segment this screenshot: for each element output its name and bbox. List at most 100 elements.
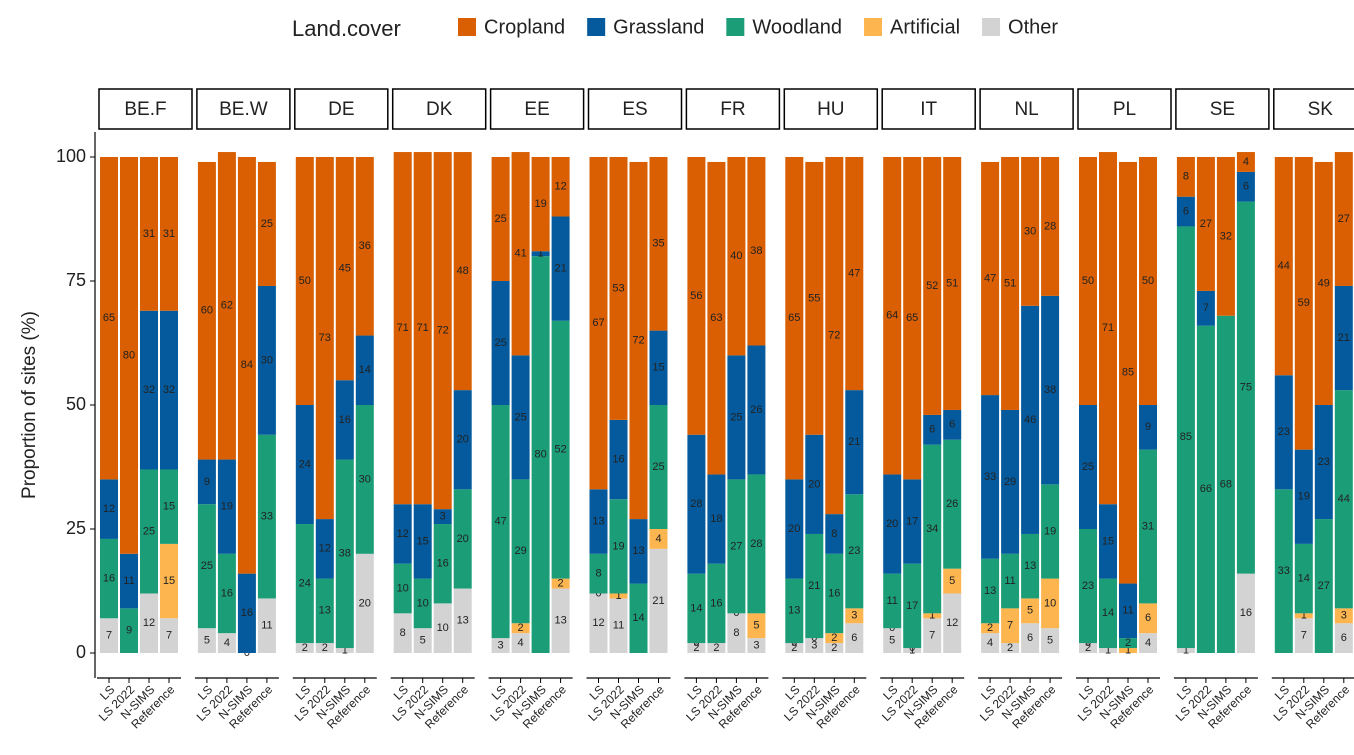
data-label: 19 [221,501,233,513]
bar-segment [1314,519,1333,653]
data-label: 24 [299,458,311,470]
data-label: 55 [808,292,820,304]
bar-segment [551,578,570,589]
data-label: 13 [984,585,996,597]
bar-segment [453,152,472,391]
data-label: 16 [437,558,449,570]
bar-segment [393,563,412,614]
data-label: 28 [1044,220,1056,232]
data-label: 26 [750,404,762,416]
data-label: 20 [457,533,469,545]
y-axis-label: Proportion of sites (%) [19,311,40,499]
data-label: 6 [1183,205,1189,217]
data-label: 4 [1243,156,1249,168]
bar-segment [1119,161,1137,584]
bar-segment [1294,157,1313,450]
bar-segment [943,568,962,594]
data-label: 2 [791,642,797,654]
legend-label: Other [1008,16,1058,38]
data-label: 2 [1125,637,1131,649]
bar-segment [393,504,412,564]
bar-segment [923,414,942,445]
data-label: 3 [851,610,857,622]
data-label: 44 [1338,493,1350,505]
bar-segment [1334,285,1353,391]
data-label: 8 [595,568,601,580]
bar-segment [1334,623,1353,653]
data-label: 7 [1007,620,1013,632]
bar-segment [1236,573,1255,653]
bar-segment [197,628,216,653]
data-label: 25 [494,337,506,349]
data-label: 73 [319,332,331,344]
legend-label: Artificial [890,16,960,38]
bar-segment [589,553,608,594]
data-label: 24 [299,577,311,589]
bar-segment [687,573,706,644]
bar-segment [433,524,452,604]
facet-strip [489,88,585,130]
data-label: 10 [417,597,429,609]
data-label: 25 [1082,461,1094,473]
y-tick-label: 25 [66,518,86,538]
data-label: 8 [733,627,739,639]
data-label: 7 [166,630,172,642]
bar-segment [140,157,158,311]
data-label: 49 [1318,277,1330,289]
data-label: 38 [339,548,351,560]
data-label: 33 [984,471,996,483]
data-label: 64 [886,310,898,322]
bar-segment [511,355,530,480]
bar-segment [295,405,314,525]
data-label: 13 [632,545,644,557]
y-tick-label: 100 [56,146,86,166]
data-label: 25 [201,560,213,572]
data-label: 15 [417,535,429,547]
facet-strip [685,88,781,130]
bar-segment [1099,504,1117,579]
data-label: 6 [851,632,857,644]
data-label: 2 [322,642,328,654]
data-label: 8 [400,627,406,639]
bar-segment [1196,290,1215,326]
data-label: 2 [831,642,837,654]
data-label: 6 [949,419,955,431]
data-label: 56 [690,290,702,302]
bar-segment [943,593,962,653]
data-label: 12 [397,528,409,540]
bar-segment [609,419,628,500]
bar-segment [237,573,256,653]
data-label: 25 [652,461,664,473]
facet-strip [1175,88,1270,130]
data-label: 16 [339,414,351,426]
bar-segment [217,152,236,460]
data-label: 3 [1341,610,1347,622]
data-label: 50 [1082,275,1094,287]
data-label: 80 [534,449,546,461]
bar-segment [140,593,158,653]
bar-segment [120,553,138,609]
data-label: 11 [261,620,272,632]
facet-label: DK [426,99,453,120]
bar-segment [491,638,510,653]
bar-segment [433,603,452,653]
bar-segment [1216,157,1235,316]
bar-segment [845,623,864,653]
bar-segment [825,553,844,634]
bar-segment [160,469,178,544]
bar-segment [1099,152,1117,505]
data-label: 1 [342,644,348,656]
bar-segment [1334,152,1353,286]
y-tick-label: 75 [66,270,86,290]
bar-segment [883,157,902,475]
bar-segment [453,390,472,490]
bar-segment [883,474,902,574]
data-label: 80 [123,349,135,361]
data-label: 23 [1318,456,1330,468]
facet-label: EE [524,99,549,120]
bar-segment [1294,449,1313,544]
data-label: 15 [163,575,175,587]
data-label: 16 [612,453,624,465]
bar-segment [923,444,942,614]
bar-segment [1021,305,1040,534]
